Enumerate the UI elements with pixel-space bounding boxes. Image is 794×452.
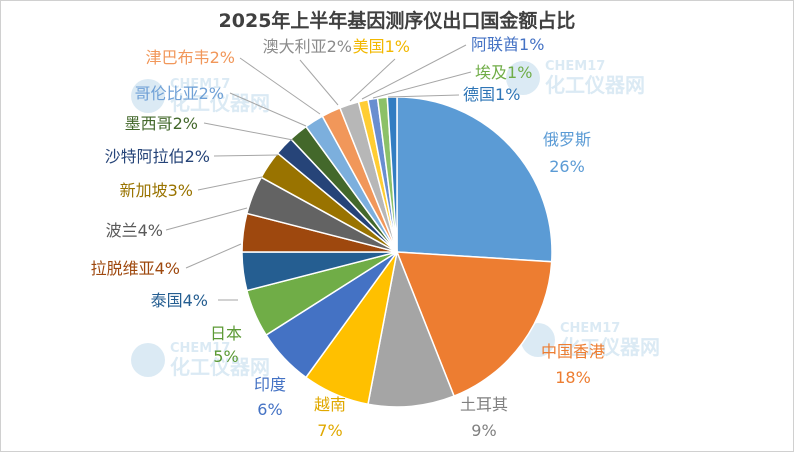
slice-label: 埃及1%	[475, 63, 532, 82]
slice-label-value: 1%	[495, 85, 520, 104]
slice-label: 哥伦比亚2%	[135, 84, 224, 103]
slice-label-name: 德国	[463, 85, 495, 104]
watermark-brand: CHEM17	[545, 59, 605, 74]
slice-label-value: 2%	[199, 84, 224, 103]
watermark-name: 化工仪器网	[170, 355, 270, 379]
leader-line	[203, 122, 294, 141]
slice-label-name: 土耳其	[460, 395, 508, 414]
slice-label: 美国1%	[353, 37, 410, 56]
leader-line	[185, 243, 242, 269]
slice-label-name: 越南	[314, 395, 346, 414]
leader-line	[213, 154, 279, 157]
watermark-logo	[506, 61, 540, 95]
slice-label: 新加坡3%	[120, 181, 193, 200]
slice-label-value: 26%	[549, 157, 585, 176]
pie-slices	[241, 96, 553, 408]
slice-label-name: 泰国	[151, 291, 183, 310]
slice-label-value: 6%	[257, 400, 282, 419]
slice-label-name: 新加坡	[120, 181, 168, 200]
leader-line	[239, 57, 321, 115]
slice-label-name: 印度	[254, 375, 286, 394]
leader-line	[229, 92, 307, 127]
slice-label-name: 拉脱维亚	[91, 259, 155, 278]
slice-label-value: 4%	[155, 259, 180, 278]
slice-label: 澳大利亚2%	[263, 37, 352, 56]
slice-label: 德国1%	[463, 85, 520, 104]
slice-label-value: 1%	[385, 37, 410, 56]
slice-0	[396, 96, 553, 263]
slice-label-value: 1%	[519, 35, 544, 54]
slice-label: 津巴布韦2%	[146, 48, 235, 67]
slice-label-name: 波兰	[106, 221, 138, 240]
slice-label-name: 沙特阿拉伯	[105, 147, 185, 166]
watermark-brand: CHEM17	[170, 341, 230, 356]
slice-label: 阿联酋1%	[471, 35, 544, 54]
slice-label-value: 4%	[138, 221, 163, 240]
slice-label-value: 5%	[213, 347, 238, 366]
slice-labels: 俄罗斯26%中国香港18%土耳其9%越南7%印度6%日本5%泰国4%拉脱维亚4%…	[91, 35, 605, 440]
slice-label-name: 俄罗斯	[543, 130, 591, 149]
leader-line	[372, 71, 472, 99]
leader-line	[361, 44, 467, 100]
slice-label-name: 澳大利亚	[263, 37, 327, 56]
leader-line	[387, 94, 460, 98]
leader-line	[349, 58, 396, 102]
slice-label-name: 日本	[210, 324, 242, 343]
slice-label-value: 2%	[327, 37, 352, 56]
watermark-name: 化工仪器网	[545, 73, 645, 97]
slice-label: 拉脱维亚4%	[91, 259, 180, 278]
slice-label-value: 18%	[555, 368, 591, 387]
slice-label-name: 阿联酋	[471, 35, 519, 54]
chart-title: 2025年上半年基因测序仪出口国金额占比	[218, 10, 576, 32]
slice-label-name: 埃及	[475, 63, 507, 82]
slice-label-name: 津巴布韦	[146, 48, 210, 67]
slice-2	[367, 249, 456, 408]
leader-line	[165, 207, 248, 231]
slice-label: 泰国4%	[151, 291, 208, 310]
watermark-brand: CHEM17	[560, 321, 620, 336]
slice-1	[395, 251, 553, 398]
slice-label-value: 7%	[317, 421, 342, 440]
leader-line	[299, 59, 339, 106]
slice-label-value: 3%	[168, 181, 193, 200]
watermark-logo	[131, 79, 165, 113]
slice-label-value: 9%	[471, 421, 496, 440]
slice-label-value: 1%	[507, 63, 532, 82]
slice-label: 沙特阿拉伯2%	[105, 147, 210, 166]
leader-lines	[165, 44, 472, 301]
slice-label-name: 美国	[353, 37, 385, 56]
slice-label-name: 中国香港	[541, 342, 605, 361]
slice-label: 墨西哥2%	[125, 114, 198, 133]
slice-label-value: 2%	[173, 114, 198, 133]
slice-label-value: 4%	[183, 291, 208, 310]
slice-label-name: 哥伦比亚	[135, 84, 199, 103]
watermark-brand: CHEM17	[170, 77, 230, 92]
slice-label-value: 2%	[210, 48, 235, 67]
watermark-name: 化工仪器网	[560, 335, 660, 359]
slice-label: 波兰4%	[106, 221, 163, 240]
watermark-logo	[131, 343, 165, 377]
slice-label-name: 墨西哥	[125, 114, 173, 133]
leader-line	[197, 176, 263, 191]
watermark-layer: CHEM17化工仪器网CHEM17化工仪器网CHEM17化工仪器网CHEM17化…	[131, 59, 660, 379]
slice-label-value: 2%	[185, 147, 210, 166]
